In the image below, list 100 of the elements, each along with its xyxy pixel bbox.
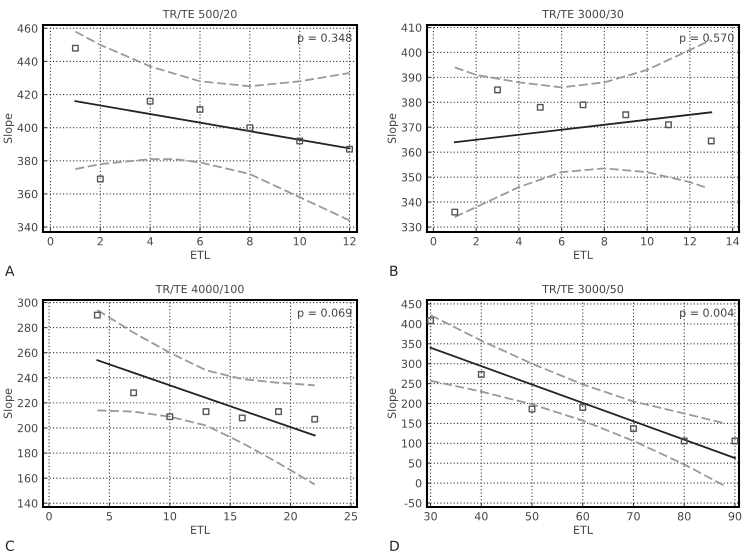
x-tick-label: 12 xyxy=(684,237,696,246)
point xyxy=(630,425,637,432)
point xyxy=(580,101,586,108)
point xyxy=(665,121,672,128)
y-tick-label: 340 xyxy=(18,223,38,232)
point xyxy=(275,408,282,416)
y-tick-label: 240 xyxy=(18,374,38,382)
y-axis-title: Slope xyxy=(387,388,398,418)
y-tick-label: 180 xyxy=(18,449,38,458)
y-tick-label: 460 xyxy=(17,24,38,33)
y-tick-label: 380 xyxy=(402,98,422,107)
point xyxy=(346,146,353,153)
y-tick-label: 50 xyxy=(408,459,422,468)
x-axis-title: ETL xyxy=(574,526,593,534)
y-axis-title: Slope xyxy=(3,114,14,144)
x-tick-label: 6 xyxy=(558,237,564,246)
x-tick-label: 14 xyxy=(726,237,740,246)
annotation: p = 0.570 xyxy=(680,33,734,44)
point xyxy=(451,208,458,216)
point xyxy=(494,86,501,94)
point xyxy=(202,408,210,416)
point xyxy=(130,389,138,396)
text: C xyxy=(6,540,14,552)
y-tick-label: 200 xyxy=(18,424,38,432)
y-tick-label: 350 xyxy=(402,173,422,182)
x-tick-label: 8 xyxy=(247,237,253,246)
point xyxy=(311,416,318,423)
point xyxy=(196,106,204,113)
y-tick-label: 380 xyxy=(18,156,38,166)
line-series xyxy=(74,158,350,222)
point xyxy=(536,104,544,111)
x-tick-label: 15 xyxy=(224,512,236,520)
x-axis-title: ETL xyxy=(191,526,210,534)
point xyxy=(166,413,174,420)
y-tick-label: 450 xyxy=(401,300,422,308)
point xyxy=(296,137,304,144)
y-tick-label: 400 xyxy=(401,48,422,57)
y-tick-label: 280 xyxy=(18,324,38,332)
x-tick-label: 10 xyxy=(294,237,306,246)
point xyxy=(731,437,738,444)
x-tick-label: 5 xyxy=(106,512,112,520)
x-tick-label: 4 xyxy=(147,237,154,246)
y-tick-label: 400 xyxy=(401,320,422,328)
y-tick-label: 220 xyxy=(18,398,38,408)
y-tick-label: 0 xyxy=(416,479,422,488)
x-tick-label: 80 xyxy=(678,512,691,520)
line-series xyxy=(430,380,726,487)
point xyxy=(622,111,630,118)
y-tick-label: 300 xyxy=(402,360,422,368)
chart-title: TR/TE 3000/30 xyxy=(542,10,624,20)
x-tick-label: 25 xyxy=(344,512,358,520)
x-tick-label: 8 xyxy=(602,237,608,246)
point xyxy=(146,98,154,105)
point xyxy=(478,370,485,378)
x-tick-label: 90 xyxy=(728,512,742,520)
annotation: p = 0.348 xyxy=(298,33,352,44)
y-tick-label: 100 xyxy=(402,439,422,448)
x-tick-label: 12 xyxy=(344,237,356,246)
line-series xyxy=(96,409,316,486)
x-tick-label: 30 xyxy=(424,512,437,520)
y-tick-label: -50 xyxy=(404,498,422,508)
y-tick-label: 140 xyxy=(18,499,38,508)
y-tick-label: 400 xyxy=(17,124,38,132)
y-axis-title: Slope xyxy=(387,114,398,144)
line-series xyxy=(454,168,706,218)
y-tick-label: 200 xyxy=(402,399,422,408)
point xyxy=(96,176,104,182)
y-tick-label: 390 xyxy=(402,73,422,82)
point xyxy=(72,44,79,52)
point xyxy=(238,414,246,422)
chart-title: TR/TE 3000/50 xyxy=(542,284,624,294)
x-tick-label: 50 xyxy=(526,512,538,520)
chart-title: TR/TE 4000/100 xyxy=(156,284,244,294)
y-tick-label: 160 xyxy=(18,474,38,483)
y-tick-label: 410 xyxy=(401,23,422,32)
x-tick-label: 70 xyxy=(627,512,640,520)
point xyxy=(94,312,101,319)
x-tick-label: 0 xyxy=(430,237,436,246)
y-tick-label: 260 xyxy=(18,348,38,358)
x-tick-label: 0 xyxy=(46,512,52,520)
point xyxy=(246,124,254,132)
x-axis-title: ETL xyxy=(574,250,593,259)
point xyxy=(579,404,586,411)
annotation: p = 0.004 xyxy=(680,308,734,320)
text: A xyxy=(5,266,14,276)
y-tick-label: 350 xyxy=(402,340,422,348)
x-tick-label: 4 xyxy=(516,237,522,246)
y-tick-label: 440 xyxy=(17,57,38,66)
y-tick-label: 360 xyxy=(18,190,38,198)
x-tick-label: 0 xyxy=(48,237,54,246)
point xyxy=(528,406,536,413)
x-tick-label: 6 xyxy=(197,237,203,246)
y-tick-label: 300 xyxy=(18,298,38,307)
point xyxy=(680,437,688,444)
x-tick-label: 60 xyxy=(576,512,590,520)
y-tick-label: 420 xyxy=(17,90,38,99)
point xyxy=(427,317,434,324)
chart-title: TR/TE 500/20 xyxy=(162,10,237,20)
y-tick-label: 340 xyxy=(402,198,422,206)
x-tick-label: 2 xyxy=(473,237,479,246)
